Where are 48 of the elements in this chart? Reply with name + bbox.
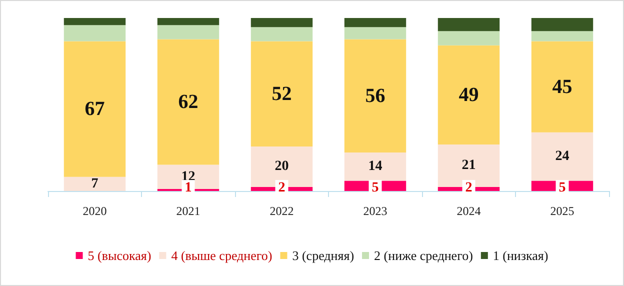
bar (344, 39, 406, 153)
data-label: 56 (365, 84, 386, 107)
data-label: 62 (178, 90, 198, 113)
bar (157, 39, 220, 165)
legend-label: 2 (ниже среднего) (374, 248, 473, 263)
data-label: 2 (278, 180, 286, 196)
x-tick-label: 2021 (176, 204, 200, 218)
bar (438, 45, 500, 144)
data-label: 7 (91, 176, 98, 192)
bar (250, 41, 313, 146)
data-label: 5 (558, 180, 566, 196)
legend-label: 1 (низкая) (492, 248, 548, 263)
x-tick-label: 2025 (550, 204, 574, 218)
bar (250, 27, 313, 42)
legend-label: 5 (высокая) (88, 248, 152, 263)
bar (531, 132, 594, 181)
x-tick-label: 2020 (82, 204, 107, 218)
bar (531, 31, 594, 42)
data-label: 14 (368, 159, 382, 174)
bar (531, 18, 594, 32)
bar (250, 18, 313, 28)
bar (157, 25, 220, 40)
data-label: 21 (462, 158, 476, 174)
legend-label: 4 (выше среднего) (171, 248, 272, 263)
bar (344, 152, 406, 181)
data-label: 1 (184, 180, 192, 196)
bar (64, 25, 126, 42)
bar (157, 18, 220, 26)
data-label: 67 (84, 98, 105, 120)
bar (64, 41, 126, 177)
bar (438, 31, 500, 46)
bar (531, 41, 594, 132)
data-label: 20 (274, 159, 289, 174)
bar (438, 18, 500, 32)
legend-label: 3 (средняя) (292, 248, 354, 263)
data-label: 2 (465, 180, 472, 196)
bar (344, 18, 406, 28)
data-label: 52 (272, 82, 292, 105)
bar (344, 27, 406, 40)
data-label: 49 (458, 84, 479, 106)
x-tick-label: 2023 (363, 204, 388, 218)
x-tick-label: 2024 (456, 204, 481, 218)
x-tick-label: 2022 (270, 204, 294, 218)
bar (64, 176, 126, 191)
data-label: 45 (552, 76, 572, 98)
bar (64, 18, 126, 26)
data-label: 24 (555, 149, 570, 164)
data-label: 5 (372, 180, 379, 196)
